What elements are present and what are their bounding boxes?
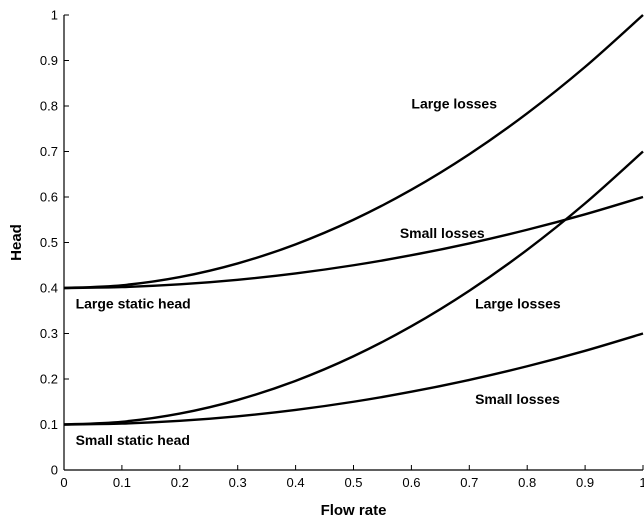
- curve-annotation: Small losses: [475, 391, 560, 407]
- y-tick-label: 0.7: [40, 144, 58, 159]
- x-tick-label: 0.5: [344, 475, 362, 490]
- curve-annotation: Large static head: [76, 295, 191, 311]
- y-tick-label: 0.5: [40, 235, 58, 250]
- y-tick-label: 0.8: [40, 99, 58, 114]
- series-line-1: [63, 14, 644, 290]
- curve-annotation: Small losses: [400, 225, 485, 241]
- x-tick-label: 0.8: [518, 475, 536, 490]
- y-tick-label: 0.4: [40, 281, 58, 296]
- x-tick-label: 0.2: [171, 475, 189, 490]
- x-tick-label: 0.1: [113, 475, 131, 490]
- x-tick-label: 0.6: [402, 475, 420, 490]
- x-tick-label: 0.7: [460, 475, 478, 490]
- y-tick-label: 0.1: [40, 417, 58, 432]
- curve-annotation: Small static head: [76, 432, 190, 448]
- curves-group: [63, 14, 644, 426]
- x-tick-label: 1: [639, 475, 644, 490]
- x-tick-label: 0.9: [576, 475, 594, 490]
- curve-annotation: Large losses: [475, 295, 561, 311]
- y-tick-label: 0.9: [40, 53, 58, 68]
- x-tick-label: 0.4: [287, 475, 305, 490]
- x-tick-label: 0: [60, 475, 67, 490]
- y-tick-label: 0.3: [40, 326, 58, 341]
- x-axis-title: Flow rate: [321, 502, 387, 519]
- y-tick-label: 1: [51, 8, 58, 23]
- axes-group: 0 0.1 0.2 0.3 0.4 0.5 0.6 0.7 0.8 0.9 1 0 0.1 0.2 0.3 0…: [40, 8, 644, 491]
- y-tick-label: 0.2: [40, 372, 58, 387]
- y-tick-label: 0: [51, 463, 58, 478]
- series-line-4: [63, 332, 644, 426]
- x-tick-label: 0.3: [229, 475, 247, 490]
- series-line-3: [63, 150, 644, 426]
- y-axis-title: Head: [8, 224, 25, 261]
- series-line-2: [63, 195, 644, 290]
- annotations-group: Large losses Small losses Large static hea…: [76, 95, 561, 448]
- curve-annotation: Large losses: [411, 95, 497, 111]
- y-tick-label: 0.6: [40, 190, 58, 205]
